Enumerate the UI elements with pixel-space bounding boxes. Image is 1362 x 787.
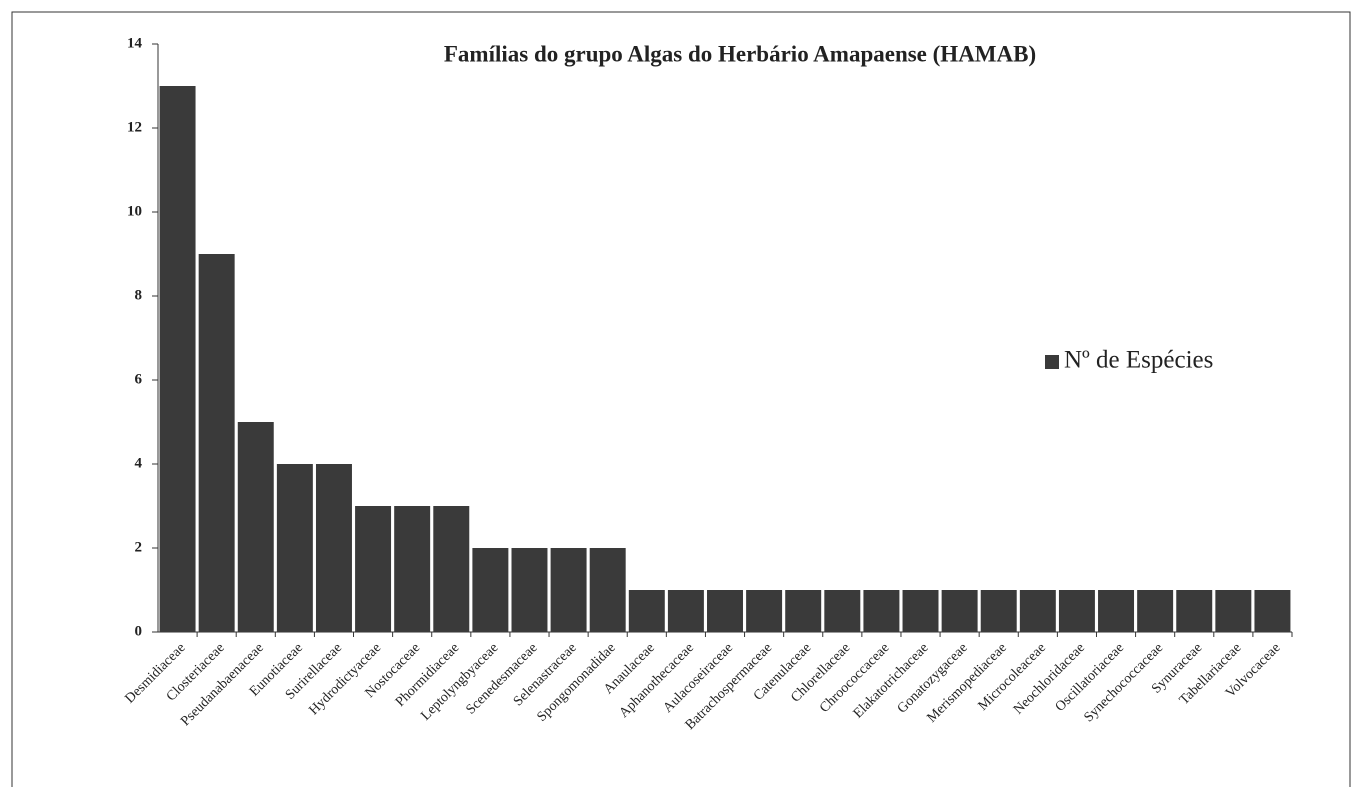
bar bbox=[589, 548, 626, 632]
x-tick-label: Chroococcaceae bbox=[817, 640, 892, 715]
bar bbox=[276, 464, 313, 632]
x-tick-label: Aulacoseiraceae bbox=[661, 640, 736, 715]
y-tick-label: 6 bbox=[135, 371, 143, 387]
bar bbox=[824, 590, 861, 632]
y-tick-label: 10 bbox=[127, 203, 142, 219]
bar bbox=[159, 86, 196, 632]
bar bbox=[315, 464, 352, 632]
bar bbox=[863, 590, 900, 632]
y-tick-label: 12 bbox=[127, 119, 142, 135]
y-tick-label: 8 bbox=[135, 287, 143, 303]
bar bbox=[746, 590, 783, 632]
x-tick-label: Gonatozygaceae bbox=[895, 640, 971, 716]
bar bbox=[472, 548, 509, 632]
bar bbox=[1254, 590, 1291, 632]
bar bbox=[1098, 590, 1135, 632]
y-tick-label: 2 bbox=[135, 539, 143, 555]
x-tick-label: Scenedesmaceae bbox=[463, 640, 540, 717]
bar bbox=[941, 590, 978, 632]
bar bbox=[902, 590, 939, 632]
bar bbox=[1058, 590, 1095, 632]
bar bbox=[394, 506, 431, 632]
x-tick-label: Microcoleaceae bbox=[976, 640, 1049, 713]
y-tick-label: 14 bbox=[127, 35, 143, 51]
legend-swatch bbox=[1045, 355, 1059, 369]
bar bbox=[433, 506, 470, 632]
bar bbox=[1215, 590, 1252, 632]
bar bbox=[1176, 590, 1213, 632]
bar bbox=[355, 506, 392, 632]
bar bbox=[1019, 590, 1056, 632]
bar bbox=[198, 254, 235, 632]
bar bbox=[511, 548, 548, 632]
chart-title: Famílias do grupo Algas do Herbário Amap… bbox=[444, 41, 1036, 66]
bar bbox=[628, 590, 665, 632]
bar bbox=[980, 590, 1017, 632]
bar bbox=[667, 590, 704, 632]
legend-label: Nº de Espécies bbox=[1064, 347, 1213, 374]
x-tick-label: Neochloridaceae bbox=[1011, 640, 1088, 717]
bar bbox=[1137, 590, 1174, 632]
y-tick-label: 4 bbox=[135, 455, 143, 471]
y-tick-label: 0 bbox=[135, 623, 143, 639]
bar bbox=[550, 548, 587, 632]
frame bbox=[11, 11, 1351, 787]
x-tick-label: Oscillatoriaceae bbox=[1053, 640, 1127, 714]
bar bbox=[237, 422, 274, 632]
bar bbox=[707, 590, 743, 632]
bar bbox=[785, 590, 822, 632]
